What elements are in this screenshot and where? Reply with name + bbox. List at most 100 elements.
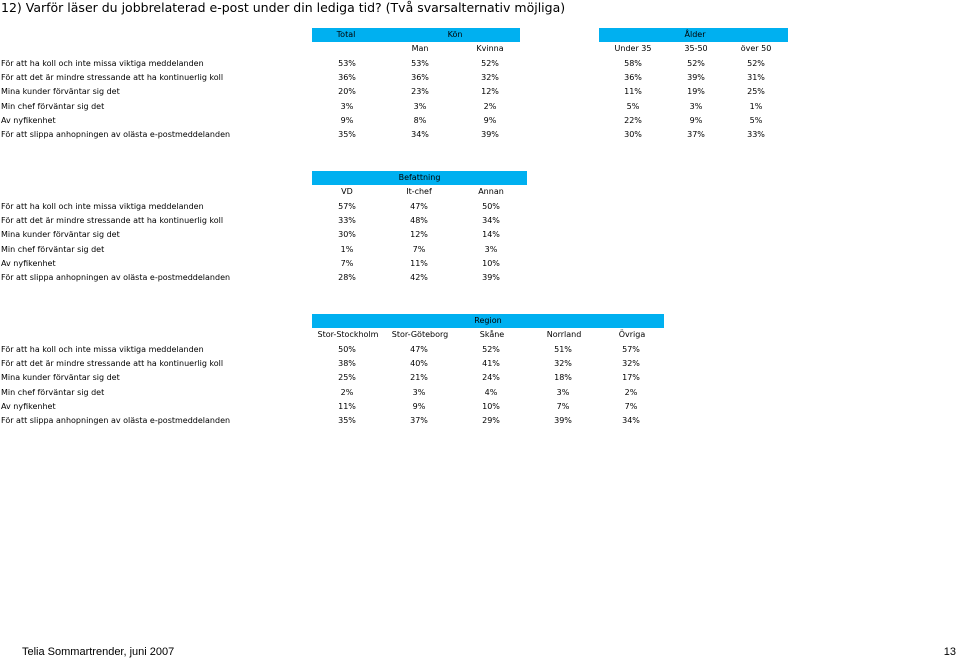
column-header-man: Man — [411, 44, 429, 53]
table-cell: 22% — [624, 116, 642, 125]
header-bar-befattning — [312, 171, 527, 185]
table-cell: 42% — [410, 273, 428, 282]
row-label: För att ha koll och inte missa viktiga m… — [1, 59, 204, 68]
column-header-under-35: Under 35 — [614, 44, 652, 53]
table-cell: 5% — [626, 102, 640, 111]
row-label: Mina kunder förväntar sig det — [1, 373, 120, 382]
table-cell: 29% — [482, 416, 500, 425]
table-cell: 57% — [622, 345, 640, 354]
table-cell: 3% — [556, 388, 570, 397]
row-label: Mina kunder förväntar sig det — [1, 230, 120, 239]
table-cell: 5% — [749, 116, 763, 125]
table-cell: 10% — [482, 259, 500, 268]
table-cell: 52% — [687, 59, 705, 68]
row-label: För att det är mindre stressande att ha … — [1, 216, 224, 225]
table-cell: 33% — [747, 130, 765, 139]
table-cell: 24% — [482, 373, 500, 382]
table-cell: 4% — [484, 388, 498, 397]
row-label: För att slippa anhopningen av olästa e-p… — [1, 273, 231, 282]
table-cell: 7% — [340, 259, 354, 268]
table-cell: 9% — [483, 116, 497, 125]
table-cell: 25% — [338, 373, 356, 382]
row-label: Av nyfikenhet — [1, 259, 56, 268]
table-cell: 10% — [482, 402, 500, 411]
table-cell: 11% — [338, 402, 356, 411]
column-header-kvinna: Kvinna — [476, 44, 504, 53]
table-cell: 28% — [338, 273, 356, 282]
table-cell: 40% — [410, 359, 428, 368]
table-cell: 48% — [410, 216, 428, 225]
table-cell: 9% — [340, 116, 354, 125]
table-cell: 9% — [689, 116, 703, 125]
row-label: Min chef förväntar sig det — [1, 245, 105, 254]
table-cell: 32% — [481, 73, 499, 82]
table-cell: 34% — [411, 130, 429, 139]
table-cell: 32% — [554, 359, 572, 368]
table-cell: 50% — [482, 202, 500, 211]
table-cell: 3% — [484, 245, 498, 254]
table-cell: 25% — [747, 87, 765, 96]
table-cell: 57% — [338, 202, 356, 211]
table-cell: 30% — [624, 130, 642, 139]
table-cell: 47% — [410, 345, 428, 354]
table-cell: 38% — [338, 359, 356, 368]
column-header-stor-goteborg: Stor-Göteborg — [391, 330, 449, 339]
table-cell: 41% — [482, 359, 500, 368]
table-cell: 34% — [482, 216, 500, 225]
column-header-35-50: 35-50 — [684, 44, 708, 53]
table-cell: 36% — [338, 73, 356, 82]
table-region: Region Stor-Stockholm Stor-Göteborg Skån… — [0, 314, 960, 432]
column-header-norrland: Norrland — [546, 330, 582, 339]
table-cell: 58% — [624, 59, 642, 68]
table-cell: 52% — [481, 59, 499, 68]
table-cell: 36% — [411, 73, 429, 82]
table-cell: 39% — [482, 273, 500, 282]
row-label: Min chef förväntar sig det — [1, 388, 105, 397]
page-title: 12) Varför läser du jobbrelaterad e-post… — [1, 0, 566, 15]
row-label: Av nyfikenhet — [1, 116, 56, 125]
table-cell: 50% — [338, 345, 356, 354]
row-label: För att ha koll och inte missa viktiga m… — [1, 202, 204, 211]
page-number: 13 — [943, 646, 956, 658]
table-cell: 32% — [622, 359, 640, 368]
row-label: För att ha koll och inte missa viktiga m… — [1, 345, 204, 354]
table-cell: 39% — [687, 73, 705, 82]
table-cell: 17% — [622, 373, 640, 382]
row-label: Min chef förväntar sig det — [1, 102, 105, 111]
table-cell: 9% — [412, 402, 426, 411]
group-label-befattning: Befattning — [398, 173, 441, 182]
table-befattning: Befattning VD It-chef Annan För att ha k… — [0, 171, 960, 289]
table-cell: 35% — [338, 130, 356, 139]
table-cell: 39% — [481, 130, 499, 139]
table-cell: 14% — [482, 230, 500, 239]
table-cell: 8% — [413, 116, 427, 125]
table-cell: 1% — [340, 245, 354, 254]
column-header-ovriga: Övriga — [618, 330, 646, 339]
row-label: För att det är mindre stressande att ha … — [1, 73, 224, 82]
header-bar-alder — [599, 28, 788, 42]
table-cell: 35% — [338, 416, 356, 425]
row-label: För att det är mindre stressande att ha … — [1, 359, 224, 368]
table-cell: 18% — [554, 373, 572, 382]
table-cell: 11% — [624, 87, 642, 96]
table-cell: 3% — [413, 102, 427, 111]
table-cell: 39% — [554, 416, 572, 425]
table-cell: 20% — [338, 87, 356, 96]
table-cell: 52% — [482, 345, 500, 354]
group-label-total: Total — [336, 30, 356, 39]
column-header-over-50: över 50 — [740, 44, 772, 53]
footer-source: Telia Sommartrender, juni 2007 — [22, 646, 175, 658]
table-cell: 23% — [411, 87, 429, 96]
table-cell: 7% — [412, 245, 426, 254]
table-cell: 21% — [410, 373, 428, 382]
table-cell: 47% — [410, 202, 428, 211]
group-label-alder: Ålder — [684, 30, 706, 39]
table-total-kon-alder: Total Kön Ålder Man Kvinna Under 35 35-5… — [0, 28, 960, 146]
row-label: Mina kunder förväntar sig det — [1, 87, 120, 96]
header-bar-region — [312, 314, 664, 328]
column-header-annan: Annan — [478, 187, 504, 196]
table-cell: 36% — [624, 73, 642, 82]
table-cell: 2% — [340, 388, 354, 397]
column-header-stor-stockholm: Stor-Stockholm — [317, 330, 379, 339]
column-header-skane: Skåne — [479, 330, 505, 339]
